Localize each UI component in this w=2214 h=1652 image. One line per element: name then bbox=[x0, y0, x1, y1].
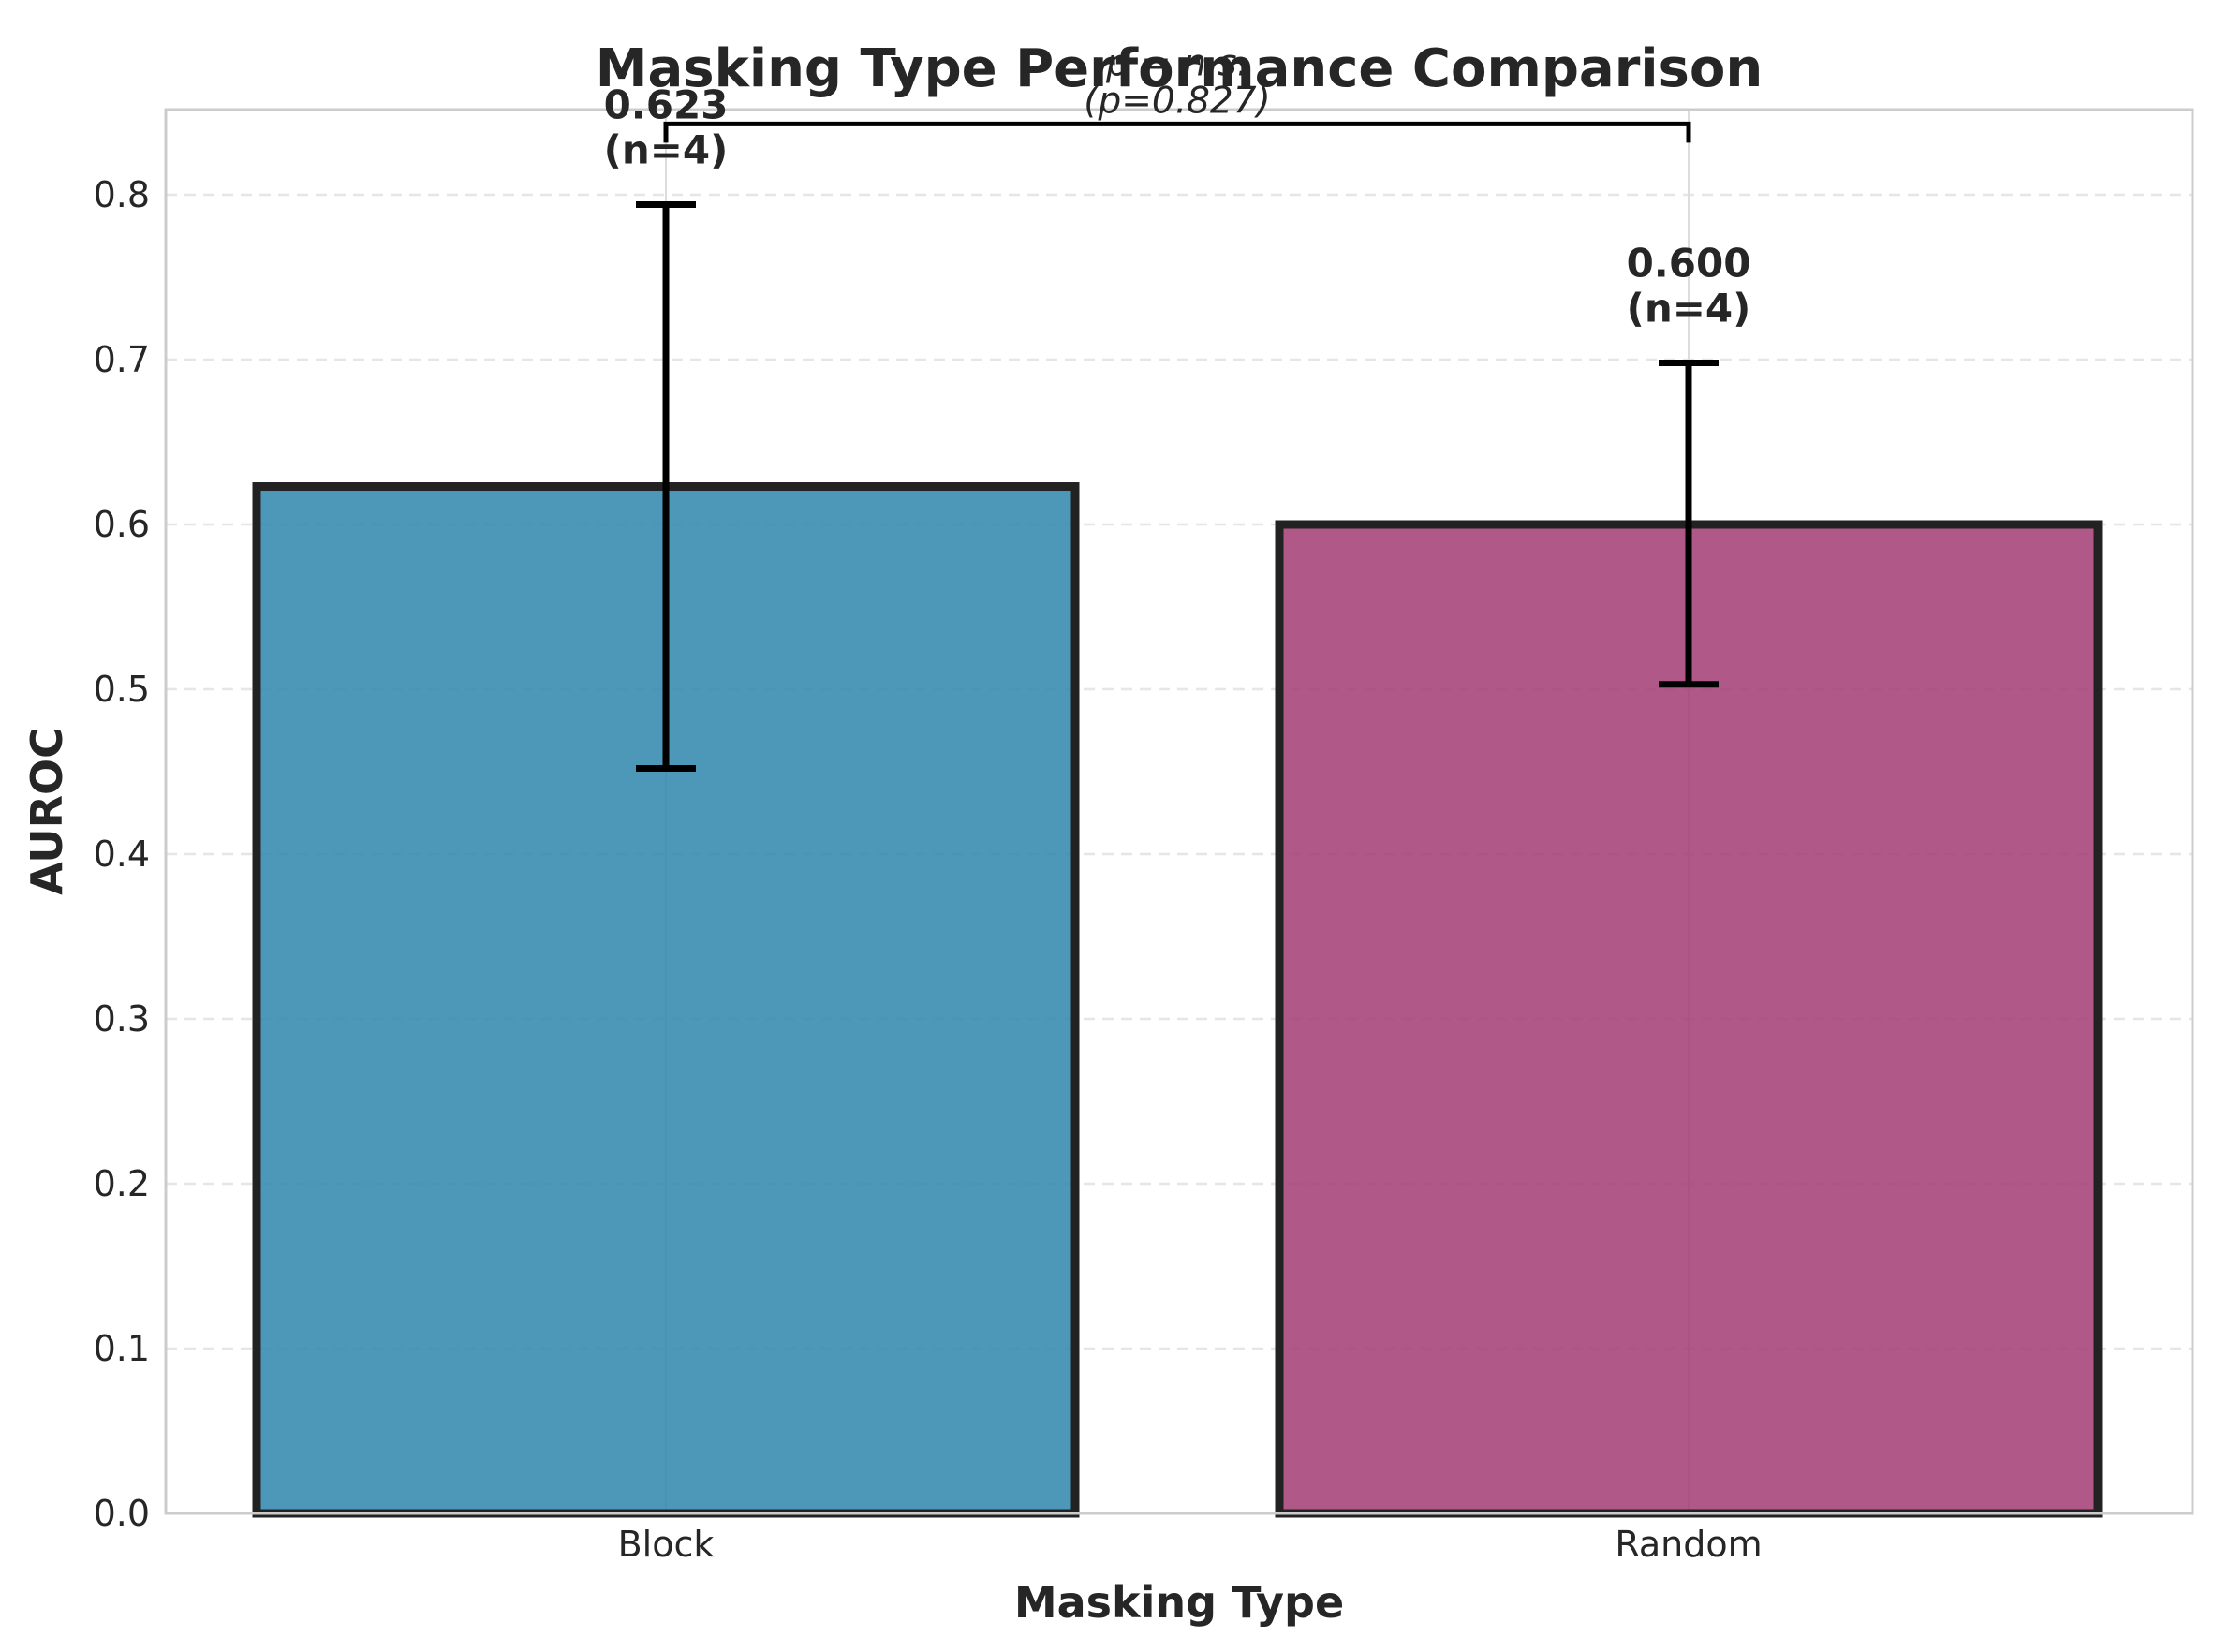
significance-bracket bbox=[663, 121, 1691, 143]
significance-text: p = n.s. bbox=[1105, 42, 1248, 84]
y-tick-label: 0.0 bbox=[94, 1493, 150, 1534]
bars bbox=[252, 482, 2103, 1518]
y-tick-label: 0.7 bbox=[94, 339, 150, 380]
x-axis: Block Random bbox=[618, 1524, 1763, 1565]
y-axis: 0.0 0.1 0.2 0.3 0.4 0.5 0.6 0.7 0.8 bbox=[94, 174, 150, 1534]
error-bars bbox=[636, 201, 1719, 772]
y-tick-label: 0.8 bbox=[94, 174, 150, 215]
y-tick-label: 0.1 bbox=[94, 1328, 150, 1369]
y-axis-title: AUROC bbox=[22, 727, 72, 895]
bar-random bbox=[1275, 520, 2103, 1518]
y-tick-label: 0.2 bbox=[94, 1163, 150, 1204]
x-tick-label: Random bbox=[1615, 1524, 1762, 1565]
y-tick-label: 0.6 bbox=[94, 504, 150, 545]
y-tick-label: 0.3 bbox=[94, 998, 150, 1040]
significance-annotation: p = n.s.(p=0.827) bbox=[663, 42, 1691, 143]
value-label: 0.600 bbox=[1627, 241, 1751, 287]
value-label: 0.623 bbox=[604, 82, 729, 128]
plot-frame bbox=[164, 108, 2194, 1515]
y-tick-label: 0.4 bbox=[94, 833, 150, 875]
n-label: (n=4) bbox=[1627, 286, 1751, 332]
x-tick-label: Block bbox=[618, 1524, 715, 1565]
y-tick-label: 0.5 bbox=[94, 669, 150, 710]
chart-title: Masking Type Performance Comparison bbox=[596, 38, 1763, 99]
x-axis-title: Masking Type bbox=[1014, 1577, 1344, 1628]
p-value-text: (p=0.827) bbox=[1084, 80, 1271, 122]
